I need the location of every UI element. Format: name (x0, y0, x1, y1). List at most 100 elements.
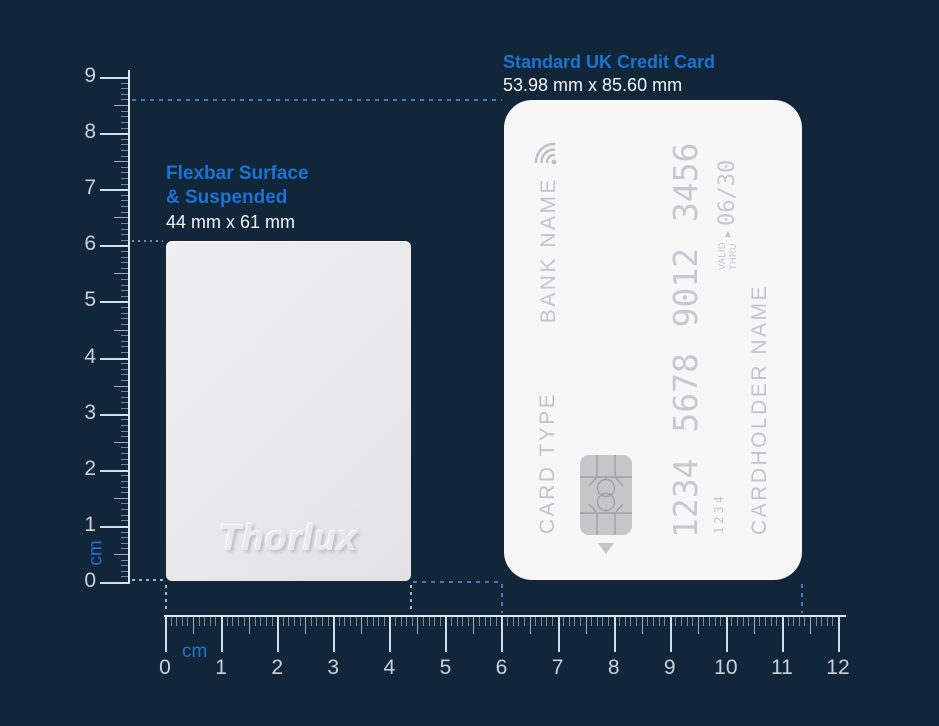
ruler-label: 12 (826, 656, 850, 679)
ruler-tick (121, 565, 130, 567)
ruler-tick (100, 133, 130, 136)
ruler-tick (181, 617, 183, 626)
ruler-tick (787, 617, 789, 626)
ruler-tick (121, 531, 130, 533)
ruler-tick (121, 93, 130, 95)
ruler-tick (121, 464, 130, 466)
ruler-label: 8 (84, 120, 96, 144)
ruler-label: 4 (84, 344, 96, 368)
ruler-tick (770, 617, 772, 626)
ruler-label: 1 (215, 656, 227, 679)
ruler-tick (121, 481, 130, 482)
ruler-tick (121, 144, 130, 146)
ruler-tick (100, 357, 130, 360)
ruler-tick (100, 301, 130, 304)
ruler-tick (322, 617, 324, 626)
ruler-tick (535, 617, 537, 626)
ruler-tick (121, 99, 130, 101)
ruler-tick (114, 217, 130, 219)
ruler-tick (121, 121, 130, 123)
chip-icon (580, 455, 637, 535)
ruler-tick (557, 617, 560, 652)
ruler-tick (686, 617, 688, 626)
ruler-tick (121, 116, 130, 118)
ruler-tick (658, 617, 660, 626)
ruler-tick (121, 452, 130, 454)
ruler-tick (121, 183, 130, 185)
ruler-tick (781, 617, 784, 652)
ruler-tick (100, 469, 130, 472)
ruler-tick (793, 617, 795, 626)
ruler-tick (652, 617, 654, 626)
ruler-tick (456, 617, 458, 626)
ruler-tick (121, 430, 130, 432)
ruler-tick (100, 245, 130, 248)
ruler-tick (299, 617, 301, 626)
ruler-tick (121, 346, 130, 348)
ruler-tick (596, 617, 598, 626)
ruler-label: 7 (84, 176, 96, 200)
ruler-tick (529, 617, 531, 634)
ruler-tick (580, 617, 581, 626)
ruler-tick (501, 617, 504, 652)
ruler-tick (176, 617, 178, 626)
ruler-tick (193, 617, 195, 634)
ruler-tick (121, 256, 130, 258)
ruler-tick (798, 617, 800, 626)
ruler-tick (209, 617, 211, 626)
bank-name-label: BANK NAME (536, 177, 560, 324)
ruler-tick (310, 617, 312, 626)
valid-thru-group: VALID THRU ▶ 06/30 (715, 160, 740, 270)
ruler-tick (669, 617, 672, 652)
ruler-tick (624, 617, 626, 626)
ruler-tick (709, 617, 710, 626)
ruler-tick (114, 329, 130, 331)
ruler-tick (809, 617, 811, 634)
ruler-tick (574, 617, 576, 626)
vertical-ruler-edge (128, 70, 130, 583)
ruler-tick (114, 273, 130, 275)
ruler-tick (121, 520, 130, 522)
guide-card-right (801, 584, 803, 613)
ruler-tick (114, 161, 130, 163)
ruler-tick (100, 525, 130, 528)
ruler-tick (204, 617, 206, 626)
ruler-tick (731, 617, 733, 626)
ruler-tick (551, 617, 553, 626)
ruler-tick (288, 617, 290, 626)
ruler-tick (282, 617, 284, 626)
ruler-tick (591, 617, 593, 626)
ruler-tick (344, 617, 346, 626)
card-expiry: 06/30 (715, 159, 740, 226)
ruler-tick (121, 307, 130, 309)
ruler-tick (121, 402, 130, 404)
ruler-tick (428, 617, 430, 626)
flexbar-title-block: Flexbar Surface & Suspended 44 mm x 61 m… (166, 162, 309, 234)
chip-arrow-icon (598, 543, 614, 554)
ruler-tick (293, 617, 295, 626)
ruler-tick (100, 582, 130, 584)
ruler-tick (121, 200, 130, 202)
ruler-tick (467, 617, 469, 626)
ruler-tick (804, 617, 806, 626)
ruler-label: 5 (84, 288, 96, 312)
ruler-tick (121, 211, 130, 213)
ruler-tick (383, 617, 385, 626)
ruler-tick (121, 178, 130, 179)
ruler-tick (114, 385, 130, 387)
ruler-tick (121, 228, 130, 230)
ruler-tick (748, 617, 750, 626)
ruler-tick (714, 617, 716, 626)
ruler-tick (121, 82, 130, 84)
ruler-tick (121, 374, 130, 376)
ruler-tick (114, 105, 130, 107)
ruler-tick (776, 617, 778, 626)
card-number-small: 1234 (712, 493, 726, 534)
ruler-tick (327, 617, 329, 626)
ruler-tick (121, 548, 130, 550)
guide-baseline-left (132, 579, 164, 581)
ruler-tick (737, 617, 739, 626)
ruler-tick (221, 617, 224, 652)
ruler-tick (121, 447, 130, 449)
